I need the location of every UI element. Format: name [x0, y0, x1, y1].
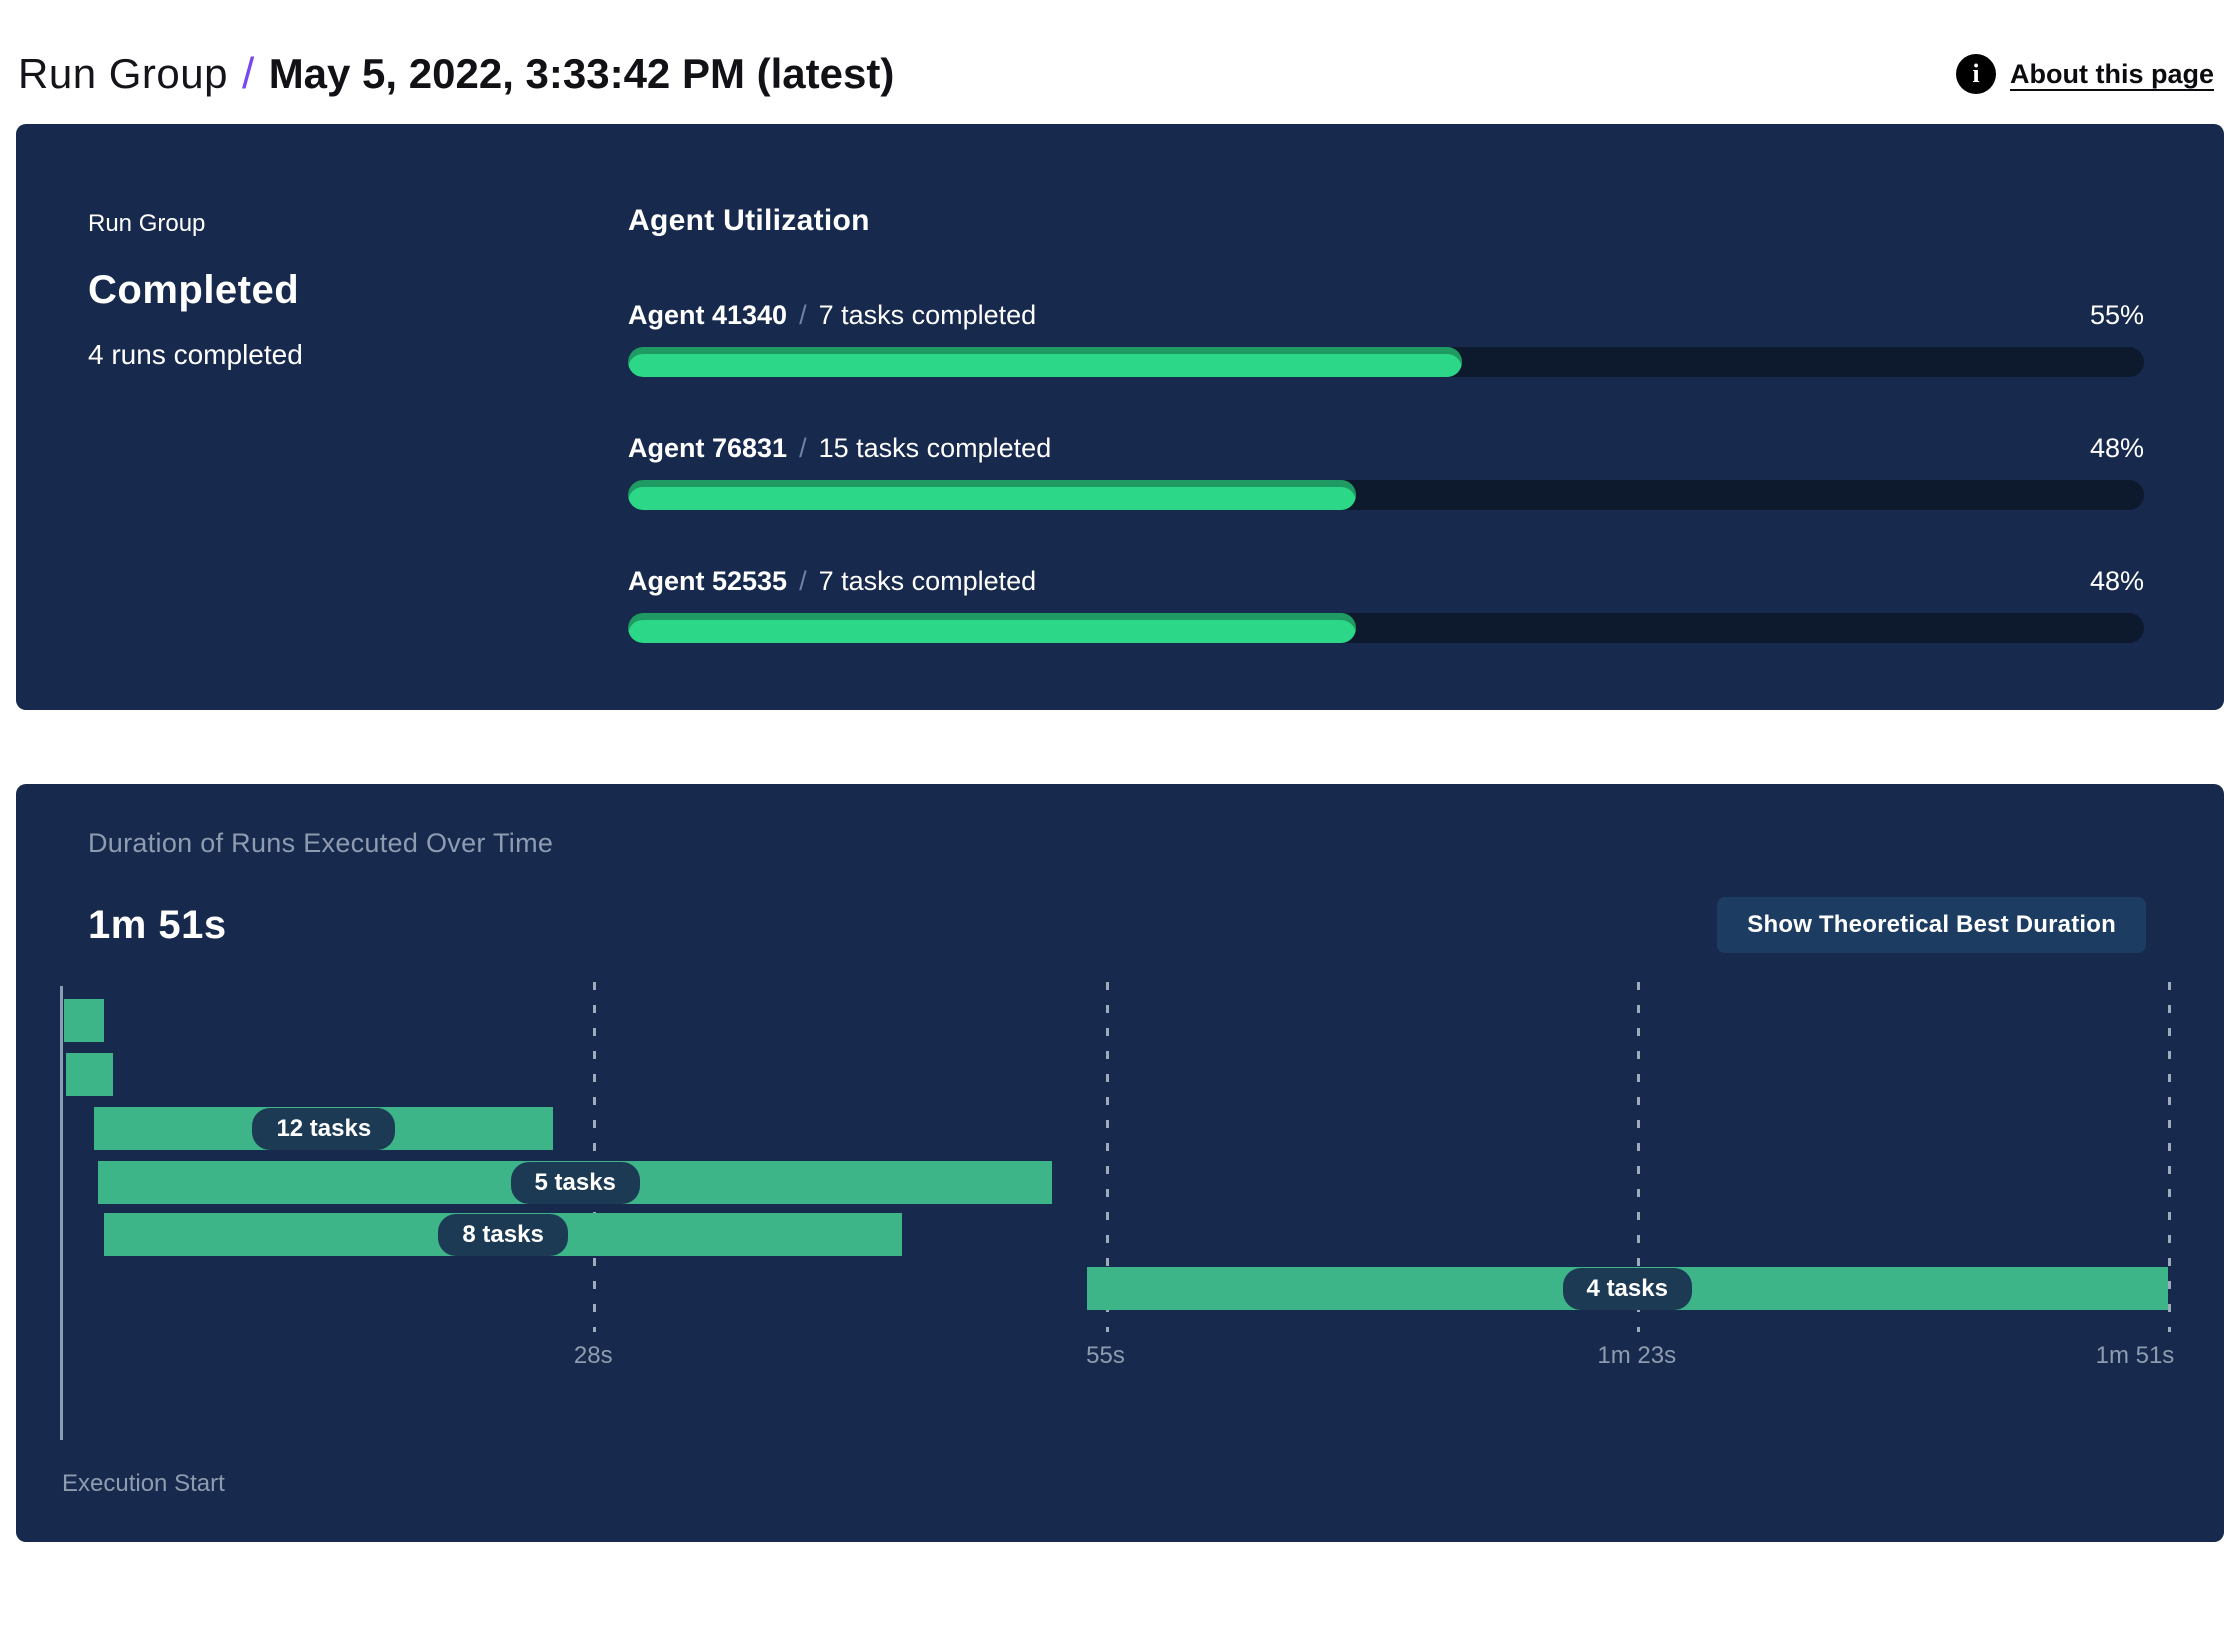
duration-chart-header: 1m 51s Show Theoretical Best Duration [88, 897, 2146, 953]
agent-utilization-row: Agent 41340 / 7 tasks completed 55% [628, 300, 2144, 377]
duration-chart-title: Duration of Runs Executed Over Time [88, 828, 554, 858]
utilization-progress-track [628, 480, 2144, 510]
task-count-pill: 8 tasks [438, 1213, 568, 1256]
task-count-pill: 12 tasks [252, 1107, 396, 1150]
agent-name: Agent 41340 [628, 300, 788, 330]
execution-start-label: Execution Start [62, 1470, 225, 1497]
gantt-run-bar[interactable] [63, 999, 104, 1042]
agent-label: Agent 52535 / 7 tasks completed 48% [628, 566, 2144, 597]
gridline [593, 982, 597, 1332]
run-group-label: Run Group [88, 210, 206, 237]
breadcrumb: Run Group / May 5, 2022, 3:33:42 PM (lat… [18, 49, 894, 99]
gantt-run-bar[interactable]: 8 tasks [103, 1213, 903, 1256]
page-header: Run Group / May 5, 2022, 3:33:42 PM (lat… [0, 0, 2240, 124]
about-this-page-link[interactable]: About this page [2010, 58, 2214, 89]
agent-utilization-percent: 48% [2089, 566, 2144, 596]
task-count-pill: 5 tasks [510, 1161, 640, 1204]
total-duration-value: 1m 51s [88, 902, 227, 947]
run-group-status-block: Run Group Completed 4 runs completed [88, 204, 628, 640]
utilization-progress-track [628, 613, 2144, 643]
run-group-status: Completed [88, 268, 300, 312]
duration-chart-panel: Duration of Runs Executed Over Time 1m 5… [16, 784, 2224, 1542]
axis-tick-label: 55s [1086, 1342, 1125, 1369]
agent-name: Agent 52535 [628, 566, 788, 596]
gantt-run-bar[interactable]: 5 tasks [98, 1161, 1053, 1204]
run-group-summary-panel: Run Group Completed 4 runs completed Age… [16, 124, 2224, 710]
agent-utilization-section: Agent Utilization Agent 41340 / 7 tasks … [628, 204, 2144, 643]
agent-label: Agent 76831 / 15 tasks completed 48% [628, 433, 2144, 464]
utilization-progress-fill [628, 347, 1462, 377]
breadcrumb-separator: / [241, 49, 255, 98]
show-theoretical-best-duration-button[interactable]: Show Theoretical Best Duration [1717, 897, 2146, 953]
axis-tick-label: 1m 23s [1597, 1342, 1677, 1369]
info-icon[interactable]: i [1956, 54, 1996, 94]
gridline [2168, 982, 2171, 1332]
utilization-progress-fill [628, 613, 1356, 643]
gridline [1636, 982, 1640, 1332]
gantt-chart: Execution Start 28s 55s 1m 23s 1m 51s 12 tas… [60, 982, 2174, 1522]
gantt-run-bar[interactable]: 4 tasks [1086, 1267, 2168, 1310]
utilization-progress-fill [628, 480, 1356, 510]
agent-tasks-completed: 7 tasks completed [818, 566, 1037, 596]
agent-utilization-row: Agent 76831 / 15 tasks completed 48% [628, 433, 2144, 510]
agent-utilization-percent: 48% [2089, 433, 2144, 463]
axis-tick-label: 1m 51s [2095, 1342, 2175, 1369]
agent-utilization-percent: 55% [2089, 300, 2144, 330]
agent-label: Agent 41340 / 7 tasks completed 55% [628, 300, 2144, 331]
agent-utilization-row: Agent 52535 / 7 tasks completed 48% [628, 566, 2144, 643]
agent-utilization-title: Agent Utilization [628, 204, 870, 237]
agent-separator: / [799, 566, 807, 596]
gridline [1105, 982, 1109, 1332]
about-this-page[interactable]: i About this page [1956, 54, 2214, 94]
axis-tick-label: 28s [573, 1342, 613, 1369]
agent-separator: / [799, 433, 807, 463]
gantt-run-bar[interactable] [65, 1053, 114, 1096]
execution-start-axis-line [60, 986, 63, 1440]
agent-separator: / [799, 300, 807, 330]
agent-name: Agent 76831 [628, 433, 788, 463]
utilization-progress-track [628, 347, 2144, 377]
page-title: May 5, 2022, 3:33:42 PM (latest) [268, 50, 895, 97]
agent-tasks-completed: 7 tasks completed [818, 300, 1037, 330]
gantt-run-bar[interactable]: 12 tasks [94, 1107, 554, 1150]
task-count-pill: 4 tasks [1562, 1267, 1692, 1310]
runs-completed-text: 4 runs completed [88, 339, 303, 370]
agent-tasks-completed: 15 tasks completed [818, 433, 1052, 463]
breadcrumb-run-group[interactable]: Run Group [18, 50, 228, 97]
